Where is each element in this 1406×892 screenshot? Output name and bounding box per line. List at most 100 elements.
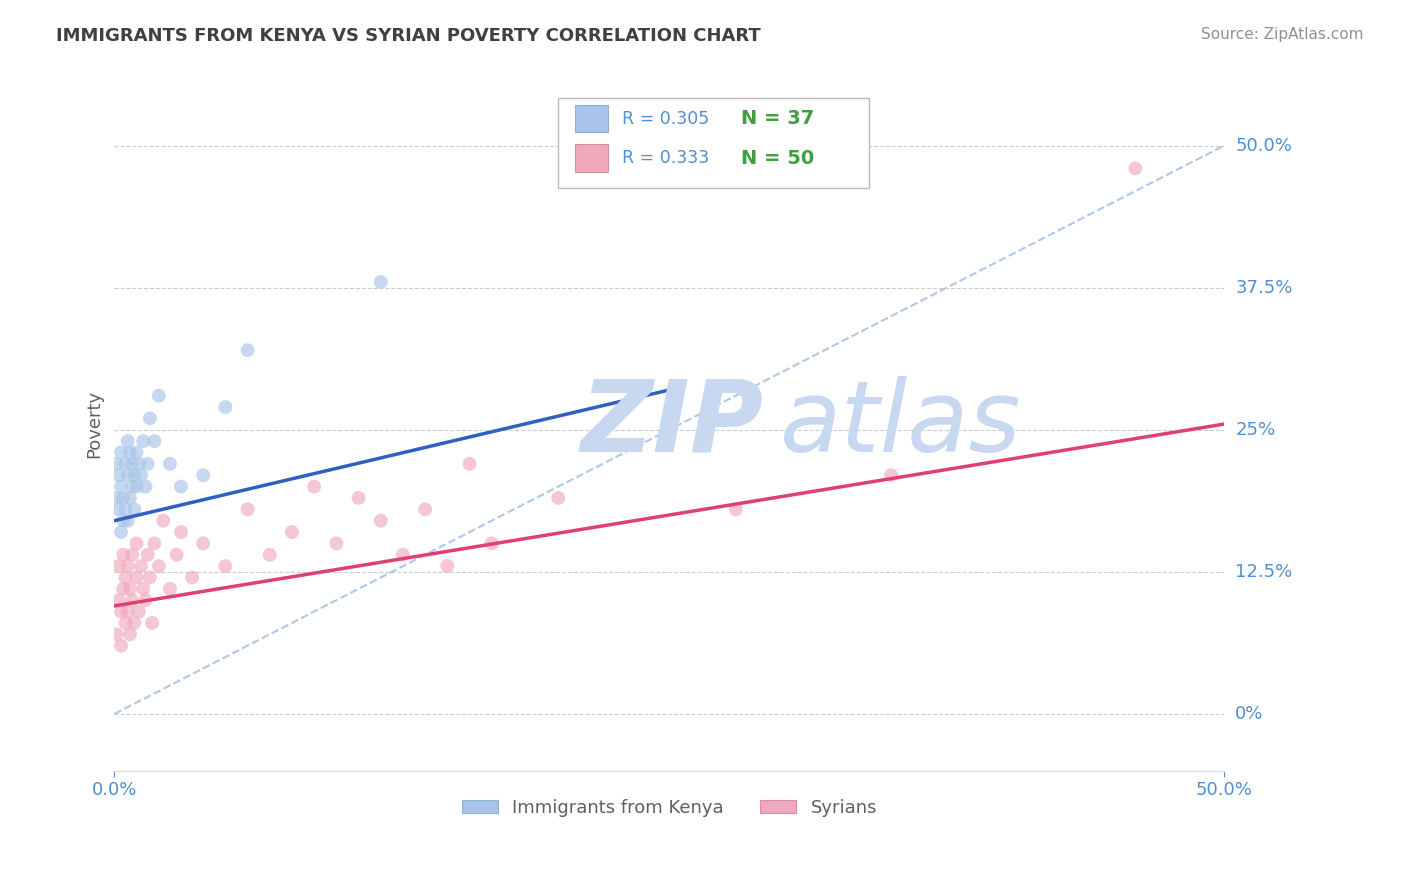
- Point: [193, 468, 215, 483]
- Point: [110, 479, 132, 493]
- Point: [152, 514, 174, 528]
- Point: [259, 548, 281, 562]
- Text: ZIP: ZIP: [581, 376, 763, 473]
- Point: [125, 536, 148, 550]
- Point: [214, 559, 236, 574]
- Point: [112, 582, 135, 596]
- Point: [117, 605, 139, 619]
- Text: N = 50: N = 50: [741, 149, 814, 168]
- FancyBboxPatch shape: [558, 98, 869, 188]
- Point: [547, 491, 569, 505]
- Point: [108, 559, 131, 574]
- Point: [458, 457, 481, 471]
- Text: atlas: atlas: [780, 376, 1022, 473]
- Point: [112, 548, 135, 562]
- Point: [128, 605, 150, 619]
- Point: [658, 411, 681, 425]
- Point: [181, 570, 204, 584]
- Point: [110, 445, 132, 459]
- Point: [170, 479, 193, 493]
- Point: [117, 468, 139, 483]
- Point: [159, 582, 181, 596]
- Point: [110, 524, 132, 539]
- Point: [108, 468, 131, 483]
- Point: [110, 605, 132, 619]
- Point: [392, 548, 415, 562]
- Point: [112, 491, 135, 505]
- Point: [129, 468, 152, 483]
- Point: [124, 468, 146, 483]
- Point: [121, 548, 143, 562]
- Point: [136, 548, 159, 562]
- Point: [114, 615, 136, 630]
- Point: [105, 457, 128, 471]
- Point: [302, 479, 325, 493]
- Point: [139, 570, 162, 584]
- Point: [347, 491, 370, 505]
- Point: [108, 593, 131, 607]
- Point: [136, 457, 159, 471]
- Point: [281, 524, 304, 539]
- Point: [481, 536, 503, 550]
- Point: [134, 479, 156, 493]
- Point: [143, 536, 166, 550]
- Point: [148, 389, 170, 403]
- Point: [159, 457, 181, 471]
- Legend: Immigrants from Kenya, Syrians: Immigrants from Kenya, Syrians: [454, 791, 884, 824]
- Text: N = 37: N = 37: [741, 109, 814, 128]
- Point: [114, 502, 136, 516]
- Point: [118, 445, 141, 459]
- Text: 37.5%: 37.5%: [1236, 278, 1292, 297]
- Text: IMMIGRANTS FROM KENYA VS SYRIAN POVERTY CORRELATION CHART: IMMIGRANTS FROM KENYA VS SYRIAN POVERTY …: [56, 27, 761, 45]
- Point: [214, 400, 236, 414]
- Point: [166, 548, 188, 562]
- Point: [125, 479, 148, 493]
- Point: [117, 434, 139, 449]
- Point: [118, 491, 141, 505]
- Text: 25%: 25%: [1236, 421, 1275, 439]
- Text: 0%: 0%: [1236, 705, 1264, 723]
- Point: [370, 514, 392, 528]
- Point: [112, 514, 135, 528]
- Point: [193, 536, 215, 550]
- Point: [134, 593, 156, 607]
- Point: [105, 491, 128, 505]
- Point: [141, 615, 163, 630]
- Point: [108, 502, 131, 516]
- FancyBboxPatch shape: [575, 104, 609, 133]
- Point: [117, 559, 139, 574]
- Point: [148, 559, 170, 574]
- Point: [880, 468, 903, 483]
- Point: [118, 582, 141, 596]
- Point: [121, 457, 143, 471]
- Text: Source: ZipAtlas.com: Source: ZipAtlas.com: [1201, 27, 1364, 42]
- Point: [132, 434, 155, 449]
- Point: [1123, 161, 1146, 176]
- Point: [170, 524, 193, 539]
- Point: [139, 411, 162, 425]
- Text: 12.5%: 12.5%: [1236, 563, 1292, 581]
- Point: [143, 434, 166, 449]
- Point: [121, 593, 143, 607]
- Point: [125, 570, 148, 584]
- Point: [114, 570, 136, 584]
- Point: [125, 445, 148, 459]
- Point: [124, 615, 146, 630]
- Text: 50.0%: 50.0%: [1236, 136, 1292, 154]
- Point: [121, 479, 143, 493]
- Point: [117, 514, 139, 528]
- Point: [370, 275, 392, 289]
- Point: [114, 457, 136, 471]
- Text: R = 0.305: R = 0.305: [621, 110, 709, 128]
- Text: R = 0.333: R = 0.333: [621, 149, 709, 168]
- Point: [325, 536, 347, 550]
- Point: [110, 639, 132, 653]
- Point: [124, 502, 146, 516]
- Y-axis label: Poverty: Poverty: [86, 390, 103, 458]
- FancyBboxPatch shape: [575, 145, 609, 172]
- Point: [118, 627, 141, 641]
- Point: [132, 582, 155, 596]
- Point: [129, 559, 152, 574]
- Point: [436, 559, 458, 574]
- Point: [236, 502, 259, 516]
